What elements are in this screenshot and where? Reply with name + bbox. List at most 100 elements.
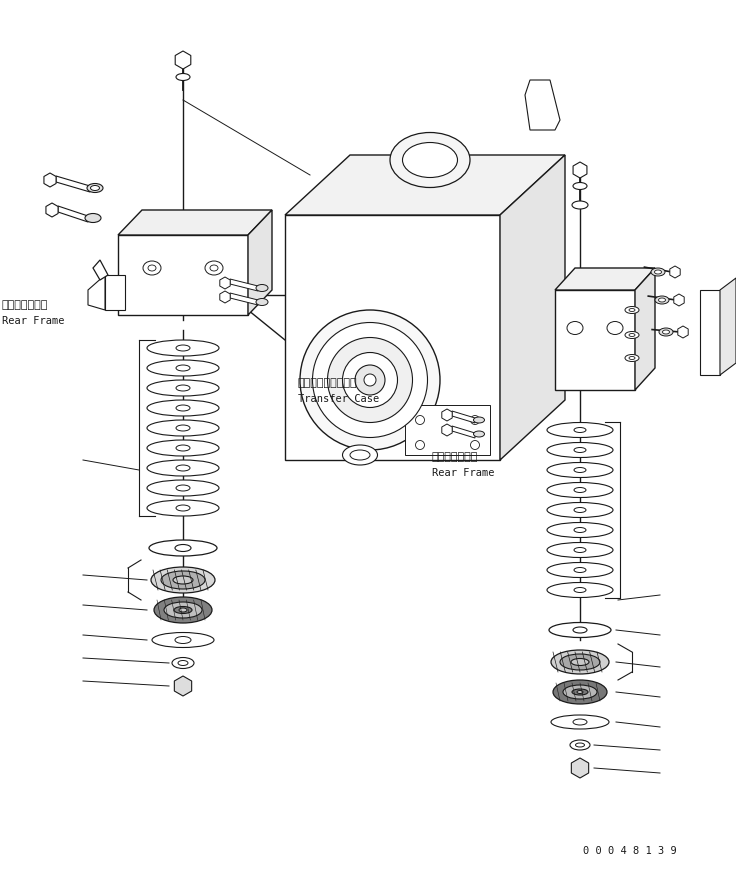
Polygon shape [285, 215, 500, 460]
Text: トランスファケース: トランスファケース [298, 378, 358, 388]
Polygon shape [118, 235, 248, 315]
Ellipse shape [547, 482, 613, 497]
Ellipse shape [560, 654, 600, 670]
Polygon shape [571, 758, 589, 778]
Text: リヤーフレーム: リヤーフレーム [432, 452, 478, 462]
Ellipse shape [547, 503, 613, 517]
Ellipse shape [147, 340, 219, 356]
Ellipse shape [87, 184, 103, 192]
Ellipse shape [172, 657, 194, 669]
Polygon shape [285, 155, 565, 215]
Ellipse shape [176, 73, 190, 80]
Text: Transfer Case: Transfer Case [298, 394, 379, 404]
Ellipse shape [256, 285, 268, 292]
Polygon shape [44, 173, 56, 187]
Ellipse shape [355, 365, 385, 395]
Ellipse shape [607, 322, 623, 335]
Text: Rear Frame: Rear Frame [432, 468, 495, 478]
Ellipse shape [173, 576, 193, 584]
Ellipse shape [574, 587, 586, 593]
Ellipse shape [567, 322, 583, 335]
Ellipse shape [659, 328, 673, 336]
Ellipse shape [178, 661, 188, 665]
Ellipse shape [328, 337, 412, 422]
Polygon shape [635, 268, 655, 390]
Ellipse shape [551, 715, 609, 729]
Ellipse shape [573, 183, 587, 190]
Polygon shape [452, 411, 475, 423]
Polygon shape [58, 206, 88, 222]
Ellipse shape [625, 331, 639, 338]
Ellipse shape [571, 658, 589, 665]
Polygon shape [405, 405, 490, 455]
Ellipse shape [147, 420, 219, 436]
Ellipse shape [390, 133, 470, 188]
Ellipse shape [651, 268, 665, 276]
Ellipse shape [403, 142, 458, 177]
Ellipse shape [147, 360, 219, 376]
Ellipse shape [174, 607, 192, 614]
Ellipse shape [654, 270, 662, 274]
Ellipse shape [547, 462, 613, 477]
Ellipse shape [547, 543, 613, 558]
Polygon shape [230, 279, 258, 291]
Ellipse shape [625, 355, 639, 362]
Text: リヤーフレーム: リヤーフレーム [2, 300, 49, 310]
Polygon shape [93, 260, 108, 280]
Ellipse shape [176, 345, 190, 351]
Ellipse shape [147, 380, 219, 396]
Ellipse shape [256, 299, 268, 306]
Ellipse shape [629, 357, 635, 359]
Text: Rear Frame: Rear Frame [2, 316, 65, 326]
Ellipse shape [148, 265, 156, 271]
Polygon shape [118, 210, 272, 235]
Ellipse shape [473, 431, 484, 437]
Ellipse shape [176, 465, 190, 471]
Polygon shape [678, 326, 688, 338]
Ellipse shape [573, 719, 587, 725]
Polygon shape [174, 676, 191, 696]
Ellipse shape [553, 680, 607, 704]
Ellipse shape [574, 427, 586, 433]
Ellipse shape [147, 460, 219, 476]
Polygon shape [573, 162, 587, 178]
Ellipse shape [629, 334, 635, 336]
Polygon shape [670, 266, 680, 278]
Ellipse shape [574, 547, 586, 552]
Ellipse shape [547, 523, 613, 538]
Polygon shape [555, 268, 655, 290]
Text: 0 0 0 4 8 1 3 9: 0 0 0 4 8 1 3 9 [583, 846, 676, 856]
Ellipse shape [176, 485, 190, 491]
Ellipse shape [176, 365, 190, 371]
Ellipse shape [551, 650, 609, 674]
Ellipse shape [572, 201, 588, 209]
Ellipse shape [176, 505, 190, 511]
Ellipse shape [178, 683, 188, 689]
Polygon shape [220, 277, 230, 289]
Polygon shape [525, 80, 560, 130]
Ellipse shape [470, 440, 479, 449]
Ellipse shape [151, 567, 215, 593]
Ellipse shape [149, 540, 217, 556]
Ellipse shape [164, 602, 202, 618]
Ellipse shape [547, 563, 613, 578]
Ellipse shape [574, 508, 586, 512]
Ellipse shape [205, 261, 223, 275]
Ellipse shape [342, 352, 397, 407]
Polygon shape [105, 275, 125, 310]
Ellipse shape [147, 480, 219, 496]
Ellipse shape [547, 422, 613, 438]
Polygon shape [46, 203, 58, 217]
Ellipse shape [574, 488, 586, 493]
Ellipse shape [576, 743, 584, 747]
Ellipse shape [574, 468, 586, 473]
Polygon shape [220, 291, 230, 303]
Polygon shape [720, 278, 736, 375]
Ellipse shape [91, 185, 99, 191]
Polygon shape [88, 275, 105, 310]
Ellipse shape [313, 323, 428, 438]
Polygon shape [56, 176, 90, 192]
Ellipse shape [147, 400, 219, 416]
Ellipse shape [629, 309, 635, 311]
Ellipse shape [572, 689, 588, 695]
